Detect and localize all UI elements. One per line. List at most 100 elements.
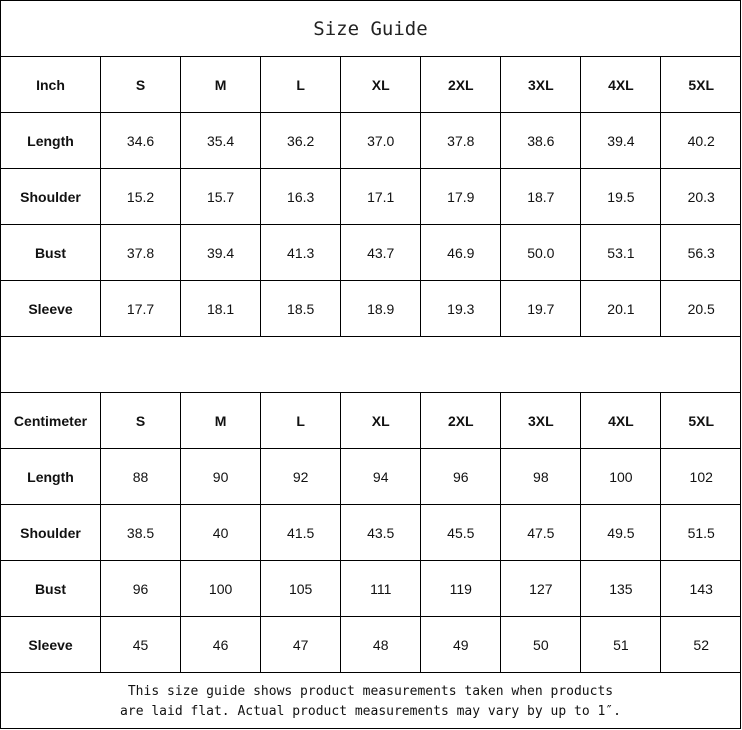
measurement-cell: 17.1 — [340, 168, 422, 225]
table-row: Bust 37.8 39.4 41.3 43.7 46.9 50.0 53.1 56.3 — [1, 224, 741, 281]
table-row: Bust 96 100 105 111 119 127 135 143 — [1, 560, 741, 617]
measurement-cell: 38.6 — [500, 112, 582, 169]
measurement-cell: 92 — [260, 448, 342, 505]
measurement-cell: 94 — [340, 448, 422, 505]
size-table: Inch S M L XL 2XL 3XL 4XL 5XL Length 34.6 35.4 36.2 3… — [1, 57, 741, 673]
size-header: S — [99, 57, 182, 113]
spacer-cell — [1, 336, 741, 393]
measurement-cell: 96 — [99, 560, 182, 617]
measurement-cell: 98 — [500, 448, 582, 505]
table-row: Sleeve 17.7 18.1 18.5 18.9 19.3 19.7 20.1 20.5 — [1, 280, 741, 337]
measurement-cell: 45.5 — [420, 504, 502, 561]
measurement-cell: 111 — [340, 560, 422, 617]
measurement-cell: 49 — [420, 616, 502, 673]
unit-header: Inch — [1, 57, 101, 113]
measurement-cell: 36.2 — [260, 112, 342, 169]
measurement-cell: 16.3 — [260, 168, 342, 225]
measurement-cell: 119 — [420, 560, 502, 617]
measurement-cell: 18.9 — [340, 280, 422, 337]
row-label: Length — [1, 112, 101, 169]
table-row: Length 34.6 35.4 36.2 37.0 37.8 38.6 39.4 40.2 — [1, 112, 741, 169]
measurement-cell: 127 — [500, 560, 582, 617]
size-header: 3XL — [500, 392, 582, 449]
measurement-cell: 20.3 — [660, 168, 741, 225]
measurement-cell: 49.5 — [580, 504, 662, 561]
measurement-cell: 51 — [580, 616, 662, 673]
measurement-cell: 90 — [180, 448, 262, 505]
size-header: 2XL — [420, 392, 502, 449]
spacer-row — [1, 336, 741, 393]
measurement-cell: 41.5 — [260, 504, 342, 561]
table-row: Shoulder 15.2 15.7 16.3 17.1 17.9 18.7 19.5 20.3 — [1, 168, 741, 225]
measurement-cell: 47.5 — [500, 504, 582, 561]
header-row: Inch S M L XL 2XL 3XL 4XL 5XL — [1, 57, 741, 113]
measurement-cell: 143 — [660, 560, 741, 617]
footer-line-2: are laid flat. Actual product measuremen… — [120, 703, 621, 719]
measurement-cell: 37.0 — [340, 112, 422, 169]
measurement-cell: 100 — [180, 560, 262, 617]
page-title: Size Guide — [1, 1, 740, 57]
measurement-cell: 100 — [580, 448, 662, 505]
measurement-cell: 48 — [340, 616, 422, 673]
measurement-cell: 45 — [99, 616, 182, 673]
measurement-cell: 19.5 — [580, 168, 662, 225]
measurement-cell: 19.3 — [420, 280, 502, 337]
row-label: Shoulder — [1, 504, 101, 561]
size-header: 4XL — [580, 392, 662, 449]
measurement-cell: 38.5 — [99, 504, 182, 561]
measurement-cell: 56.3 — [660, 224, 741, 281]
measurement-cell: 50.0 — [500, 224, 582, 281]
row-label: Length — [1, 448, 101, 505]
row-label: Sleeve — [1, 616, 101, 673]
measurement-cell: 47 — [260, 616, 342, 673]
size-header: 5XL — [660, 392, 741, 449]
row-label: Sleeve — [1, 280, 101, 337]
measurement-cell: 43.5 — [340, 504, 422, 561]
measurement-cell: 50 — [500, 616, 582, 673]
measurement-cell: 39.4 — [580, 112, 662, 169]
measurement-cell: 39.4 — [180, 224, 262, 281]
size-header: XL — [340, 392, 422, 449]
size-header: 2XL — [420, 57, 502, 113]
measurement-cell: 46.9 — [420, 224, 502, 281]
measurement-cell: 19.7 — [500, 280, 582, 337]
measurement-cell: 15.2 — [99, 168, 182, 225]
size-header: L — [260, 57, 342, 113]
size-header: 4XL — [580, 57, 662, 113]
measurement-cell: 37.8 — [420, 112, 502, 169]
measurement-cell: 17.9 — [420, 168, 502, 225]
size-header: M — [180, 392, 262, 449]
measurement-cell: 46 — [180, 616, 262, 673]
measurement-cell: 52 — [660, 616, 741, 673]
measurement-cell: 96 — [420, 448, 502, 505]
measurement-cell: 40 — [180, 504, 262, 561]
measurement-cell: 20.1 — [580, 280, 662, 337]
footer-note: This size guide shows product measuremen… — [1, 673, 740, 730]
header-row: Centimeter S M L XL 2XL 3XL 4XL 5XL — [1, 392, 741, 449]
measurement-cell: 34.6 — [99, 112, 182, 169]
size-header: 3XL — [500, 57, 582, 113]
table-row: Length 88 90 92 94 96 98 100 102 — [1, 448, 741, 505]
unit-header: Centimeter — [1, 392, 101, 449]
measurement-cell: 53.1 — [580, 224, 662, 281]
measurement-cell: 35.4 — [180, 112, 262, 169]
table-row: Sleeve 45 46 47 48 49 50 51 52 — [1, 616, 741, 673]
table-row: Shoulder 38.5 40 41.5 43.5 45.5 47.5 49.5 51.5 — [1, 504, 741, 561]
footer-line-1: This size guide shows product measuremen… — [127, 683, 614, 699]
measurement-cell: 41.3 — [260, 224, 342, 281]
measurement-cell: 17.7 — [99, 280, 182, 337]
row-label: Bust — [1, 224, 101, 281]
row-label: Bust — [1, 560, 101, 617]
size-header: L — [260, 392, 342, 449]
measurement-cell: 135 — [580, 560, 662, 617]
measurement-cell: 102 — [660, 448, 741, 505]
size-header: S — [99, 392, 182, 449]
size-header: 5XL — [660, 57, 741, 113]
measurement-cell: 18.5 — [260, 280, 342, 337]
measurement-cell: 15.7 — [180, 168, 262, 225]
measurement-cell: 88 — [99, 448, 182, 505]
measurement-cell: 51.5 — [660, 504, 741, 561]
measurement-cell: 20.5 — [660, 280, 741, 337]
measurement-cell: 18.1 — [180, 280, 262, 337]
